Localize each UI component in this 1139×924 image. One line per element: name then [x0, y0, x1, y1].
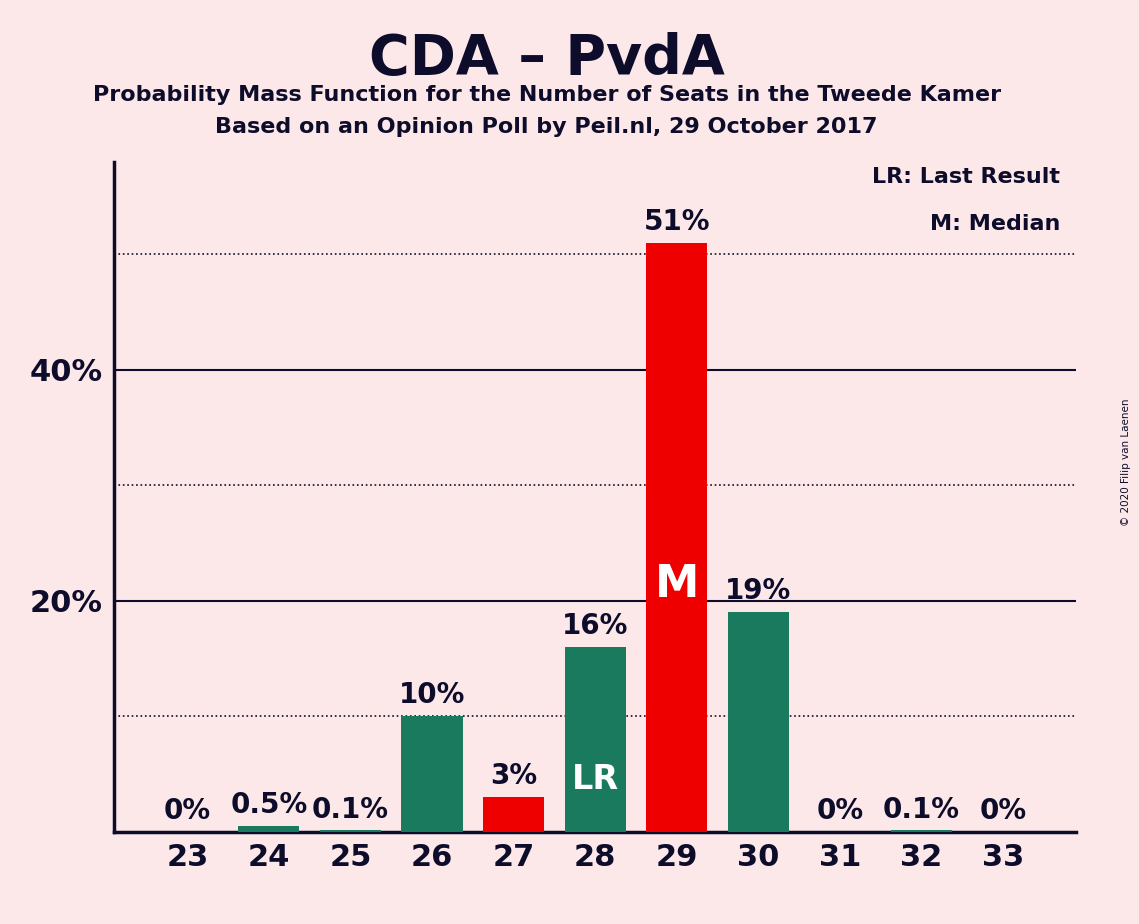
Text: 19%: 19% [726, 578, 792, 605]
Text: 3%: 3% [490, 762, 538, 790]
Text: LR: Last Result: LR: Last Result [872, 167, 1060, 188]
Text: 0.1%: 0.1% [312, 796, 388, 823]
Text: © 2020 Filip van Laenen: © 2020 Filip van Laenen [1121, 398, 1131, 526]
Bar [238, 826, 300, 832]
Text: M: M [655, 563, 699, 606]
Text: M: Median: M: Median [929, 213, 1060, 234]
Text: 0%: 0% [817, 796, 863, 825]
Text: CDA – PvdA: CDA – PvdA [369, 32, 724, 86]
Text: 0.1%: 0.1% [883, 796, 960, 823]
Bar [728, 613, 789, 832]
Text: 16%: 16% [562, 612, 629, 639]
Text: 0%: 0% [980, 796, 1026, 825]
Bar [565, 647, 625, 832]
Bar [483, 796, 544, 832]
Bar [320, 831, 382, 832]
Text: Based on an Opinion Poll by Peil.nl, 29 October 2017: Based on an Opinion Poll by Peil.nl, 29 … [215, 117, 878, 138]
Bar [646, 243, 707, 832]
Text: 10%: 10% [399, 681, 465, 710]
Text: LR: LR [572, 763, 618, 796]
Bar [401, 716, 462, 832]
Text: 0.5%: 0.5% [230, 791, 308, 819]
Text: 51%: 51% [644, 208, 710, 236]
Text: Probability Mass Function for the Number of Seats in the Tweede Kamer: Probability Mass Function for the Number… [92, 85, 1001, 105]
Bar [891, 831, 952, 832]
Text: 0%: 0% [164, 796, 211, 825]
